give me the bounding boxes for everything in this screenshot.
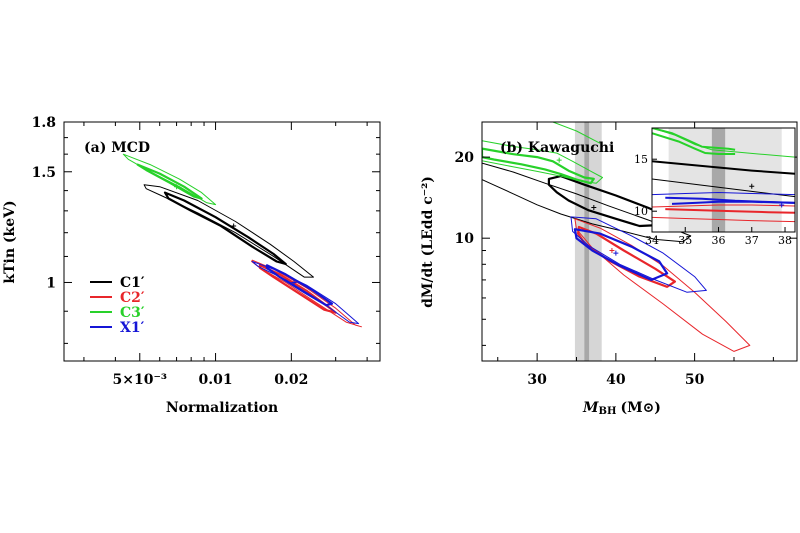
- contour-c3-inner: [482, 147, 595, 185]
- inset-x-tick-label: 34: [645, 234, 659, 247]
- legend-label-c1: C1′: [120, 275, 145, 291]
- inset-best-fit-c1: [749, 183, 755, 189]
- panel-a-frame: [63, 121, 381, 362]
- contour-x1-outer: [251, 261, 360, 325]
- y-tick-label: 10: [455, 231, 475, 247]
- inset-y-tick-label: 10: [634, 205, 648, 218]
- contour-c3-outer: [122, 153, 217, 206]
- panel-a-data: [122, 153, 362, 328]
- inset-contour-c2: [652, 204, 795, 208]
- best-fit-c1: [591, 205, 597, 210]
- inset-y-tick-label: 15: [634, 153, 648, 166]
- legend-label-x1: X1′: [120, 320, 145, 336]
- x-tick-label: 50: [685, 372, 705, 388]
- best-fit-c1: [231, 223, 237, 229]
- panel-b-y-axis-label: dM/dt (LEdd c⁻²): [420, 176, 436, 308]
- best-fit-x1: [613, 250, 619, 256]
- inset-contour-c1: [652, 160, 795, 175]
- panel-a-y-axis-label: kTin (keV): [2, 200, 18, 283]
- inset-contour-c2: [665, 208, 795, 214]
- contour-c1-inner: [163, 191, 287, 266]
- inset-ticks: 34 35 36 37 38 10 15: [634, 153, 792, 247]
- y-tick-label: 20: [455, 150, 475, 166]
- contour-c1-inner: [547, 175, 669, 228]
- panel-b-data: [482, 122, 751, 361]
- panel-a: 5×10⁻³ 0.01 0.02 1 1.5 1.8 (a) MCD Normalizat…: [2, 115, 381, 416]
- inset-contour-x1: [652, 191, 795, 196]
- x-tick-label: 40: [606, 372, 626, 388]
- inset-x-tick-label: 37: [745, 234, 759, 247]
- inset-contour-x1: [671, 200, 795, 205]
- x-tick-label: 30: [527, 372, 547, 388]
- panel-b: 30 40 50 10 20 (b) Kawaguchi MBH (M⊙) dM/dt (…: [420, 121, 798, 417]
- contour-x1-outer: [570, 216, 707, 293]
- y-tick-label: 1: [46, 275, 56, 291]
- panel-b-label: (b) Kawaguchi: [500, 140, 614, 156]
- contour-c3-tail: [552, 122, 601, 144]
- inset-contour-c2: [652, 216, 795, 223]
- inset-contour-c3: [652, 128, 795, 158]
- legend-label-c2: C2′: [120, 290, 145, 306]
- best-fit-c2: [609, 248, 615, 254]
- y-tick-label: 1.5: [32, 165, 56, 181]
- panel-a-x-axis-label: Normalization: [166, 400, 278, 416]
- inset-frame: [651, 127, 796, 233]
- contour-c1-outer: [143, 184, 314, 278]
- inset-data: [652, 128, 795, 232]
- inset-best-fit-x1: [779, 202, 785, 208]
- x-tick-label: 0.01: [199, 372, 233, 388]
- panel-b-x-axis-label: MBH (M⊙): [582, 400, 661, 417]
- x-tick-label: 5×10⁻³: [113, 372, 167, 388]
- inset-x-tick-label: 38: [778, 234, 792, 247]
- panel-b-ticks: 30 40 50 10 20: [455, 122, 797, 388]
- panel-b-frame: [481, 121, 798, 362]
- inset-contour-c1: [652, 178, 795, 198]
- inset-x-tick-label: 36: [712, 234, 726, 247]
- panel-a-label: (a) MCD: [84, 140, 150, 156]
- inset-x-tick-label: 35: [678, 234, 692, 247]
- best-fit-c3: [556, 157, 562, 163]
- contour-c3-outer: [482, 140, 603, 184]
- best-fit-x1: [291, 279, 297, 285]
- inset-chart: 34 35 36 37 38 10 15: [634, 127, 796, 247]
- contour-x1-inner: [573, 228, 669, 281]
- inset-contour-c3: [652, 132, 736, 155]
- contour-c1-outer: [482, 162, 692, 243]
- panel-b-x-axis-symbol: M: [582, 400, 599, 416]
- panel-a-ticks: 5×10⁻³ 0.01 0.02 1 1.5 1.8: [32, 115, 380, 388]
- best-fit-c3: [174, 184, 180, 190]
- legend-label-c3: C3′: [120, 305, 145, 321]
- x-tick-label: 0.02: [274, 372, 308, 388]
- panel-b-x-axis-units: (M⊙): [620, 400, 660, 416]
- inset-band-1: [711, 128, 726, 232]
- y-tick-label: 1.8: [32, 115, 56, 131]
- panel-b-x-axis-subscript: BH: [599, 406, 617, 417]
- legend: C1′ C2′ C3′ X1′: [90, 275, 145, 336]
